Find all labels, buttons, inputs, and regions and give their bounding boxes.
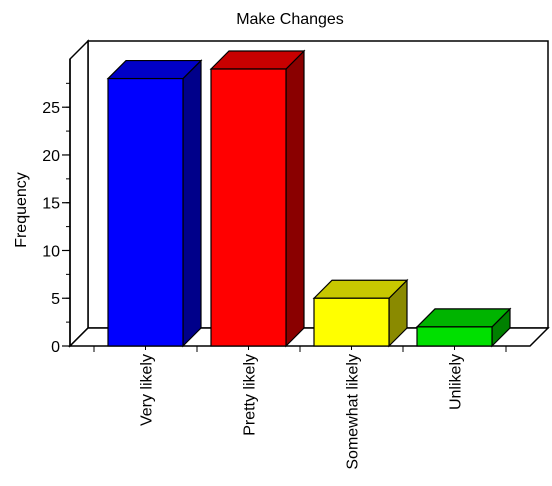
x-tick-label: Somewhat likely	[345, 354, 362, 470]
x-tick-label: Unlikely	[448, 354, 465, 410]
y-tick-label: 15	[42, 196, 60, 213]
y-tick-label: 5	[51, 291, 60, 308]
chart-title: Make Changes	[236, 11, 344, 28]
y-tick-label: 0	[51, 339, 60, 356]
bar	[210, 68, 287, 347]
bar	[416, 326, 493, 347]
side-wall	[69, 39, 89, 348]
y-tick-label: 10	[42, 243, 60, 260]
bar	[313, 297, 390, 347]
x-tick-label: Pretty likely	[242, 354, 259, 436]
bar	[107, 77, 184, 347]
y-tick-label: 25	[42, 100, 60, 117]
y-tick-label: 20	[42, 148, 60, 165]
plot-area: 0 5 10 15 20 25 Very likely Pretty likely Somewh…	[42, 39, 550, 470]
y-axis-label: Frequency	[13, 172, 30, 248]
bar-side	[182, 59, 202, 348]
bar-side	[285, 49, 305, 348]
x-tick-label: Very likely	[139, 354, 156, 426]
